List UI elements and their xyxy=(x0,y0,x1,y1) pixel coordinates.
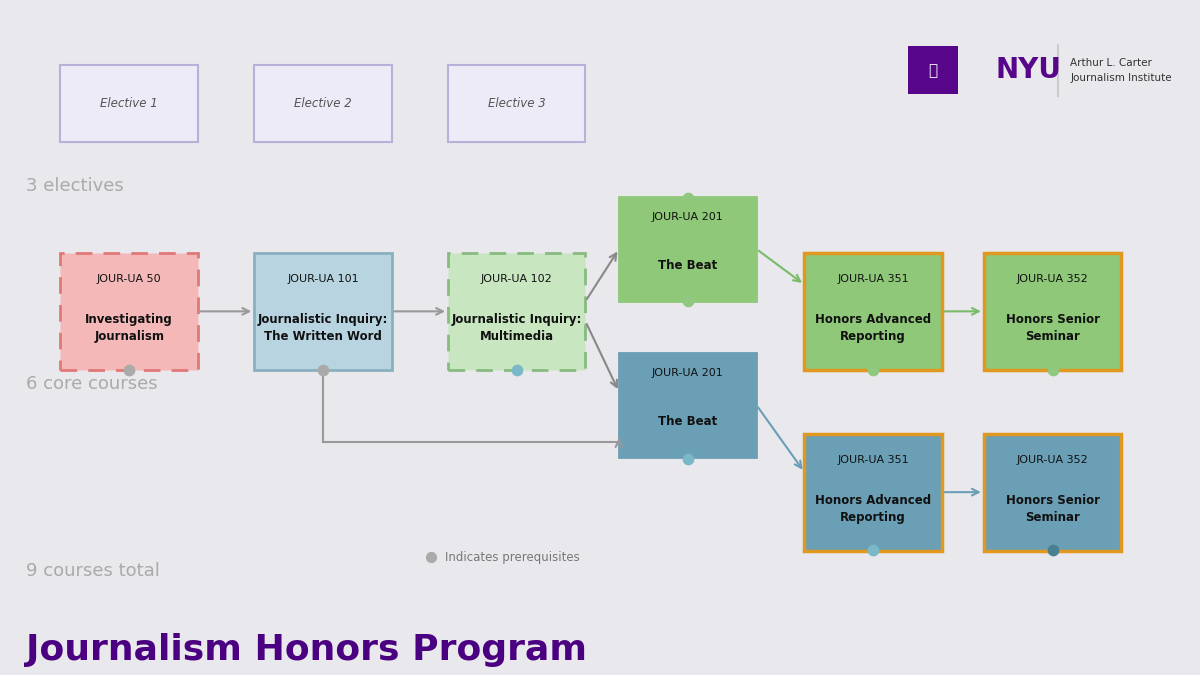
Text: Elective 3: Elective 3 xyxy=(488,97,546,110)
FancyBboxPatch shape xyxy=(619,197,756,301)
Text: JOUR-UA 101: JOUR-UA 101 xyxy=(287,274,359,284)
Point xyxy=(864,114,883,125)
FancyBboxPatch shape xyxy=(984,433,1121,551)
Text: JOUR-UA 352: JOUR-UA 352 xyxy=(1016,455,1088,465)
Text: Arthur L. Carter
Journalism Institute: Arthur L. Carter Journalism Institute xyxy=(1070,58,1172,83)
Text: Honors Advanced
Reporting: Honors Advanced Reporting xyxy=(815,494,931,524)
Text: Honors Senior
Seminar: Honors Senior Seminar xyxy=(1006,313,1099,343)
FancyBboxPatch shape xyxy=(60,252,198,370)
Text: 9 courses total: 9 courses total xyxy=(26,562,160,580)
Point xyxy=(1043,114,1062,125)
FancyBboxPatch shape xyxy=(619,353,756,457)
Point xyxy=(678,363,697,374)
FancyBboxPatch shape xyxy=(254,252,391,370)
Text: The Beat: The Beat xyxy=(658,259,718,272)
FancyBboxPatch shape xyxy=(804,252,942,370)
Point xyxy=(864,294,883,305)
Text: NYU: NYU xyxy=(995,56,1061,84)
Text: Honors Advanced
Reporting: Honors Advanced Reporting xyxy=(815,313,931,343)
Text: The Beat: The Beat xyxy=(658,415,718,429)
Text: Journalistic Inquiry:
The Written Word: Journalistic Inquiry: The Written Word xyxy=(258,313,388,343)
Text: JOUR-UA 50: JOUR-UA 50 xyxy=(97,274,162,284)
FancyBboxPatch shape xyxy=(254,65,391,142)
Point xyxy=(678,466,697,477)
FancyBboxPatch shape xyxy=(907,46,958,95)
Point xyxy=(1043,294,1062,305)
Point xyxy=(421,107,440,118)
Text: 6 core courses: 6 core courses xyxy=(26,375,158,393)
Text: JOUR-UA 201: JOUR-UA 201 xyxy=(652,368,724,378)
Text: JOUR-UA 102: JOUR-UA 102 xyxy=(481,274,552,284)
Text: Elective 2: Elective 2 xyxy=(294,97,352,110)
Text: JOUR-UA 352: JOUR-UA 352 xyxy=(1016,274,1088,284)
Point xyxy=(508,294,527,304)
Text: JOUR-UA 351: JOUR-UA 351 xyxy=(838,274,908,284)
FancyBboxPatch shape xyxy=(804,433,942,551)
Text: Journalistic Inquiry:
Multimedia: Journalistic Inquiry: Multimedia xyxy=(451,313,582,343)
Text: Investigating
Journalism: Investigating Journalism xyxy=(85,313,173,343)
Text: Indicates prerequisites: Indicates prerequisites xyxy=(445,551,580,564)
Point xyxy=(313,294,332,304)
FancyBboxPatch shape xyxy=(984,252,1121,370)
FancyBboxPatch shape xyxy=(448,65,586,142)
Text: JOUR-UA 201: JOUR-UA 201 xyxy=(652,212,724,222)
FancyBboxPatch shape xyxy=(60,65,198,142)
Text: Honors Senior
Seminar: Honors Senior Seminar xyxy=(1006,494,1099,524)
Text: JOUR-UA 351: JOUR-UA 351 xyxy=(838,455,908,465)
Point xyxy=(120,294,139,304)
Text: 🕯: 🕯 xyxy=(929,63,937,78)
FancyBboxPatch shape xyxy=(448,252,586,370)
Text: 3 electives: 3 electives xyxy=(26,178,124,196)
Text: Elective 1: Elective 1 xyxy=(101,97,158,110)
Text: Journalism Honors Program: Journalism Honors Program xyxy=(26,632,587,667)
Point xyxy=(678,205,697,216)
